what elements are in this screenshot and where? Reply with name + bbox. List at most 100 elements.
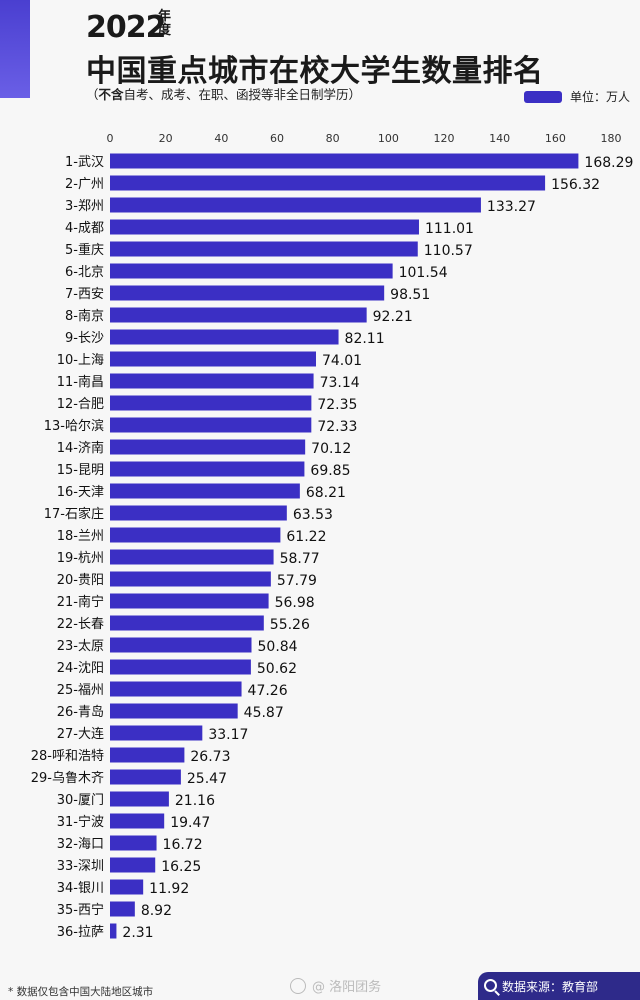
value-label: 156.32 bbox=[551, 177, 600, 193]
category-label: 32-海口 bbox=[57, 837, 104, 852]
bar bbox=[110, 879, 144, 895]
bar bbox=[110, 373, 314, 389]
category-label: 11-南昌 bbox=[57, 374, 104, 390]
category-label: 15-昆明 bbox=[57, 463, 104, 478]
bar bbox=[110, 901, 135, 917]
bar bbox=[110, 505, 287, 521]
bar bbox=[110, 769, 181, 785]
category-label: 21-南宁 bbox=[57, 594, 104, 610]
bar bbox=[110, 813, 165, 829]
bar bbox=[110, 835, 157, 851]
value-label: 92.21 bbox=[373, 309, 413, 325]
value-label: 21.16 bbox=[175, 793, 215, 809]
value-label: 111.01 bbox=[425, 221, 474, 237]
title-year-suffix: 年度 bbox=[158, 9, 172, 38]
value-label: 11.92 bbox=[149, 881, 189, 897]
bar bbox=[110, 263, 393, 279]
bar-chart: 0 20 40 60 80 100 120 140 160 180 1-武汉 168.29 2-广州 15… bbox=[31, 132, 634, 941]
category-label: 10-上海 bbox=[57, 353, 104, 368]
weibo-logo-icon bbox=[290, 977, 306, 994]
value-label: 72.35 bbox=[317, 397, 357, 413]
category-label: 36-拉萨 bbox=[57, 925, 104, 940]
subtitle-rest: 自考、成考、在职、函授等非全日制学历） bbox=[123, 87, 362, 102]
bar bbox=[110, 791, 169, 807]
value-label: 19.47 bbox=[170, 815, 210, 831]
category-label: 24-沈阳 bbox=[57, 661, 104, 676]
category-label: 34-银川 bbox=[57, 881, 104, 896]
value-label: 47.26 bbox=[248, 683, 288, 699]
bar bbox=[110, 285, 385, 301]
category-label: 17-石家庄 bbox=[44, 506, 104, 522]
value-label: 133.27 bbox=[487, 199, 536, 215]
value-label: 101.54 bbox=[399, 265, 448, 281]
x-tick-label: 120 bbox=[434, 132, 455, 145]
category-label: 26-青岛 bbox=[57, 704, 104, 720]
bar bbox=[110, 725, 203, 741]
value-label: 2.31 bbox=[122, 925, 153, 941]
category-label: 3-郑州 bbox=[65, 199, 104, 214]
x-tick-label: 140 bbox=[489, 132, 510, 145]
source-text: 数据来源：教育部 bbox=[502, 979, 599, 994]
category-label: 28-呼和浩特 bbox=[31, 749, 104, 764]
x-tick-label: 40 bbox=[214, 132, 228, 145]
bar bbox=[110, 329, 339, 345]
category-label: 31-宁波 bbox=[57, 814, 104, 830]
value-label: 168.29 bbox=[584, 155, 633, 171]
bar bbox=[110, 637, 252, 653]
value-label: 82.11 bbox=[345, 331, 385, 347]
value-label: 68.21 bbox=[306, 485, 346, 501]
source-badge: 数据来源：教育部 bbox=[478, 972, 640, 1000]
category-label: 8-南京 bbox=[65, 308, 104, 324]
value-label: 50.84 bbox=[258, 639, 298, 655]
value-label: 61.22 bbox=[286, 529, 326, 545]
value-label: 69.85 bbox=[310, 463, 350, 479]
x-tick-label: 80 bbox=[326, 132, 340, 145]
bar bbox=[110, 659, 251, 675]
x-tick-label: 20 bbox=[159, 132, 173, 145]
value-label: 73.14 bbox=[320, 375, 360, 391]
category-label: 5-重庆 bbox=[65, 242, 104, 258]
value-label: 98.51 bbox=[390, 287, 430, 303]
bar bbox=[110, 219, 419, 235]
bar bbox=[110, 153, 579, 169]
bar bbox=[110, 703, 238, 719]
category-label: 6-北京 bbox=[65, 265, 104, 280]
value-label: 26.73 bbox=[190, 749, 230, 765]
x-tick-label: 160 bbox=[545, 132, 566, 145]
value-label: 56.98 bbox=[275, 595, 315, 611]
x-tick-label: 0 bbox=[107, 132, 114, 145]
category-label: 16-天津 bbox=[57, 485, 104, 500]
title-year: 2022 bbox=[86, 10, 166, 45]
category-label: 23-太原 bbox=[57, 639, 104, 654]
category-label: 25-福州 bbox=[57, 683, 104, 698]
value-label: 72.33 bbox=[317, 419, 357, 435]
value-label: 55.26 bbox=[270, 617, 310, 633]
corner-decoration bbox=[0, 0, 30, 98]
category-label: 22-长春 bbox=[57, 617, 104, 632]
category-label: 33-深圳 bbox=[57, 859, 104, 874]
category-label: 19-杭州 bbox=[57, 551, 104, 566]
value-label: 50.62 bbox=[257, 661, 297, 677]
bar bbox=[110, 923, 117, 939]
value-label: 33.17 bbox=[208, 727, 248, 743]
x-tick-label: 100 bbox=[378, 132, 399, 145]
bar bbox=[110, 681, 242, 697]
bar bbox=[110, 571, 271, 587]
bar bbox=[110, 593, 269, 609]
watermark: @ 洛阳团务 bbox=[290, 976, 381, 995]
value-label: 58.77 bbox=[280, 551, 320, 567]
value-label: 16.25 bbox=[161, 859, 201, 875]
category-label: 9-长沙 bbox=[65, 331, 104, 346]
category-label: 7-西安 bbox=[65, 287, 104, 302]
bar bbox=[110, 527, 281, 543]
bar bbox=[110, 417, 312, 433]
watermark-text: @ 洛阳团务 bbox=[312, 980, 382, 995]
category-label: 4-成都 bbox=[65, 221, 104, 236]
legend-swatch bbox=[524, 90, 562, 103]
value-label: 16.72 bbox=[163, 837, 203, 853]
bar bbox=[110, 175, 546, 191]
chart-subtitle: （不含自考、成考、在职、函授等非全日制学历） bbox=[86, 84, 361, 103]
category-label: 13-哈尔滨 bbox=[44, 418, 104, 434]
category-label: 29-乌鲁木齐 bbox=[31, 770, 104, 786]
bar bbox=[110, 857, 156, 873]
